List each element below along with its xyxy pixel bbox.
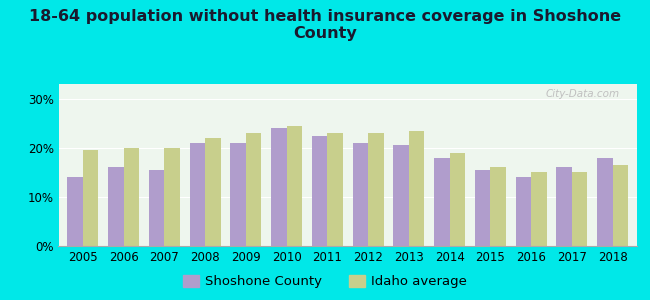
- Text: City-Data.com: City-Data.com: [545, 89, 619, 99]
- Bar: [246, 133, 261, 246]
- Bar: [108, 167, 124, 246]
- Bar: [612, 165, 628, 246]
- Bar: [353, 143, 368, 246]
- Bar: [164, 148, 180, 246]
- Bar: [409, 130, 424, 246]
- Bar: [271, 128, 287, 246]
- Legend: Shoshone County, Idaho average: Shoshone County, Idaho average: [177, 269, 473, 293]
- Bar: [572, 172, 588, 246]
- Bar: [368, 133, 384, 246]
- Bar: [515, 177, 531, 246]
- Bar: [328, 133, 343, 246]
- Bar: [393, 146, 409, 246]
- Bar: [434, 158, 450, 246]
- Bar: [83, 150, 98, 246]
- Bar: [287, 126, 302, 246]
- Bar: [205, 138, 220, 246]
- Bar: [190, 143, 205, 246]
- Bar: [230, 143, 246, 246]
- Bar: [149, 170, 164, 246]
- Bar: [450, 153, 465, 246]
- Bar: [531, 172, 547, 246]
- Bar: [124, 148, 139, 246]
- Text: 18-64 population without health insurance coverage in Shoshone
County: 18-64 population without health insuranc…: [29, 9, 621, 41]
- Bar: [68, 177, 83, 246]
- Bar: [556, 167, 572, 246]
- Bar: [475, 170, 490, 246]
- Bar: [490, 167, 506, 246]
- Bar: [312, 136, 328, 246]
- Bar: [597, 158, 612, 246]
